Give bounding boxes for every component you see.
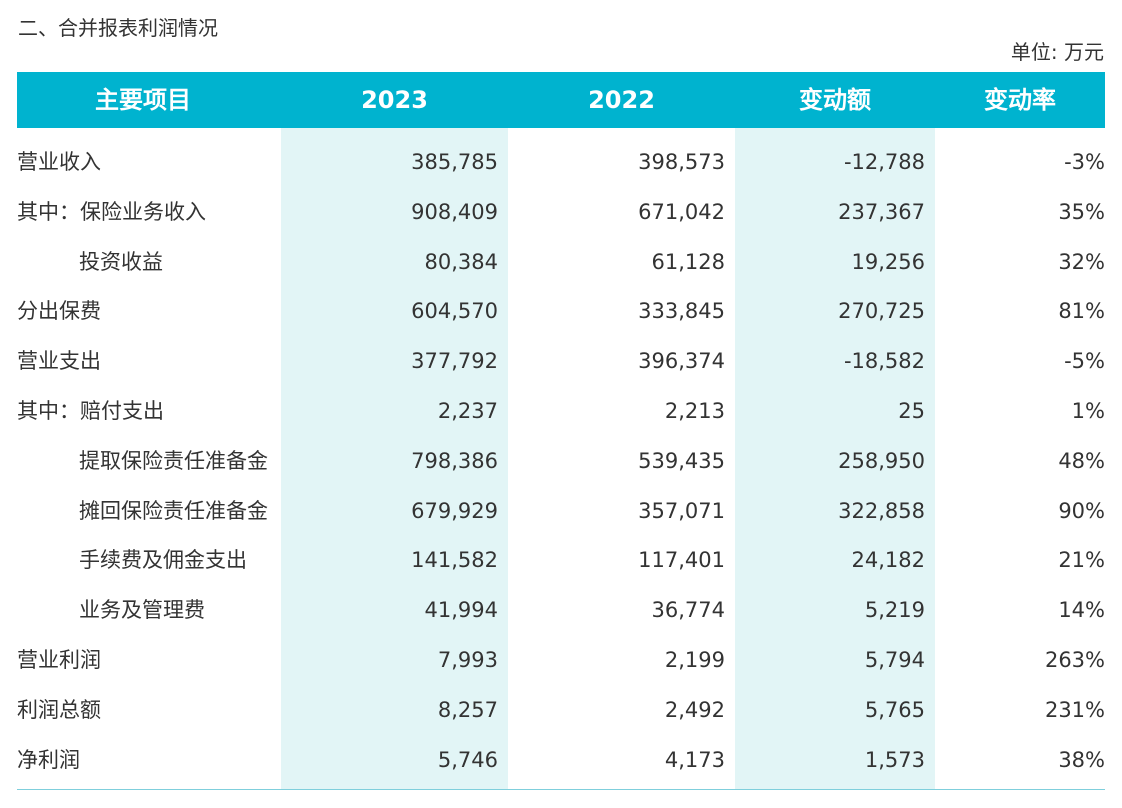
value-change: 5,794 [864,648,925,672]
header-change: 变动额 [799,86,871,114]
table-row: 利润总额 8,257 2,492 5,765 231% [17,685,1105,735]
table-row: 业务及管理费 41,994 36,774 5,219 14% [17,585,1105,635]
value-2023: 2,237 [437,399,498,423]
table-row: 营业收入 385,785 398,573 -12,788 -3% [17,137,1105,187]
value-rate: 231% [1044,697,1105,722]
table-row: 净利润 5,746 4,173 1,573 38% [17,735,1105,785]
row-label: 其中：赔付支出 [17,399,164,423]
value-change: 5,765 [864,697,925,722]
unit-label: 单位: 万元 [1010,40,1104,64]
value-2023: 798,386 [411,448,498,473]
table-bottom-rule [17,789,1105,790]
table-row: 营业支出 377,792 396,374 -18,582 -5% [17,336,1105,386]
table-row: 分出保费 604,570 333,845 270,725 81% [17,286,1105,336]
table-row: 手续费及佣金支出 141,582 117,401 24,182 21% [17,535,1105,585]
value-2022: 61,128 [651,249,725,274]
value-2022: 357,071 [638,498,725,523]
value-2022: 398,573 [638,150,725,174]
value-2023: 80,384 [424,249,498,274]
header-2023: 2023 [361,86,428,114]
value-2023: 5,746 [437,747,498,772]
value-2023: 908,409 [411,199,498,224]
value-2023: 41,994 [424,598,498,623]
value-change: 24,182 [851,548,925,573]
column-band-2023 [281,72,508,790]
header-item: 主要项目 [95,86,191,114]
value-rate: 263% [1044,648,1105,672]
section-title: 二、合并报表利润情况 [18,16,218,40]
value-2023: 604,570 [411,299,498,324]
value-change: 258,950 [838,448,925,473]
value-rate: 35% [1058,199,1105,224]
header-2022: 2022 [588,86,655,114]
table-row: 其中：赔付支出 2,237 2,213 25 1% [17,386,1105,436]
value-rate: 32% [1058,249,1105,274]
value-2022: 2,213 [664,399,725,423]
value-2022: 4,173 [664,747,725,772]
value-2022: 539,435 [638,448,725,473]
row-label: 业务及管理费 [79,598,205,623]
row-label: 投资收益 [79,249,163,274]
value-rate: 48% [1058,448,1105,473]
table-header: 主要项目 2023 2022 变动额 变动率 [17,72,1105,128]
value-2022: 2,492 [664,697,725,722]
row-label: 净利润 [17,747,80,772]
row-label: 其中：保险业务收入 [17,199,206,224]
table-row: 营业利润 7,993 2,199 5,794 263% [17,635,1105,685]
value-change: 322,858 [838,498,925,523]
value-change: 19,256 [851,249,925,274]
column-band-change [735,72,935,790]
row-label: 摊回保险责任准备金 [79,498,268,523]
table-row: 提取保险责任准备金 798,386 539,435 258,950 48% [17,436,1105,486]
value-2022: 117,401 [638,548,725,573]
value-2022: 36,774 [651,598,725,623]
header-rate: 变动率 [984,86,1056,114]
value-rate: 90% [1058,498,1105,523]
row-label: 分出保费 [17,299,101,324]
value-rate: -5% [1064,349,1105,374]
value-2023: 8,257 [437,697,498,722]
value-change: 1,573 [864,747,925,772]
value-rate: 14% [1058,598,1105,623]
value-2023: 7,993 [437,648,498,672]
value-2023: 679,929 [411,498,498,523]
value-change: 5,219 [864,598,925,623]
table-row: 其中：保险业务收入 908,409 671,042 237,367 35% [17,187,1105,237]
value-2022: 671,042 [638,199,725,224]
row-label: 提取保险责任准备金 [79,448,268,473]
row-label: 营业利润 [17,648,101,672]
profit-table: 主要项目 2023 2022 变动额 变动率 营业收入 385,785 398,57… [17,72,1105,790]
table-row: 投资收益 80,384 61,128 19,256 32% [17,237,1105,287]
value-change: -12,788 [843,150,925,174]
value-change: 25 [898,399,925,423]
value-change: -18,582 [843,349,925,374]
row-label: 营业支出 [17,349,101,374]
table-row: 摊回保险责任准备金 679,929 357,071 322,858 90% [17,486,1105,536]
row-label: 利润总额 [17,697,101,722]
row-label: 手续费及佣金支出 [79,548,247,573]
value-rate: -3% [1064,150,1105,174]
value-2022: 333,845 [638,299,725,324]
value-2022: 396,374 [638,349,725,374]
value-2023: 141,582 [411,548,498,573]
value-2023: 377,792 [411,349,498,374]
value-rate: 21% [1058,548,1105,573]
value-2023: 385,785 [411,150,498,174]
value-change: 237,367 [838,199,925,224]
value-change: 270,725 [838,299,925,324]
row-label: 营业收入 [17,150,101,174]
value-rate: 81% [1058,299,1105,324]
value-rate: 38% [1058,747,1105,772]
value-2022: 2,199 [664,648,725,672]
value-rate: 1% [1071,399,1105,423]
